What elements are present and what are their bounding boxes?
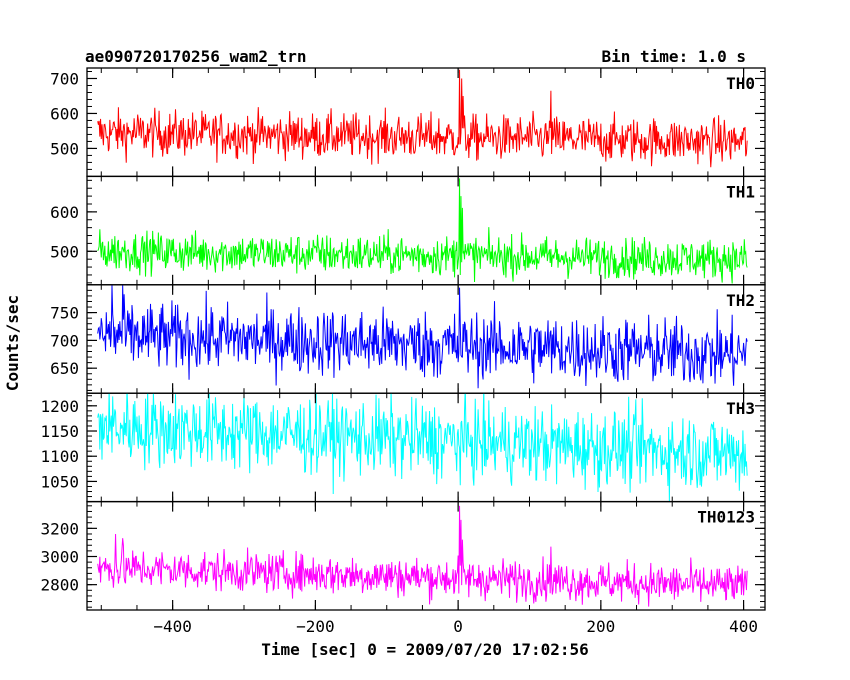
y-tick-label: 2800 (40, 576, 79, 595)
y-tick-label: 1200 (40, 397, 79, 416)
series-line-th2 (97, 284, 748, 389)
chart-title-right: Bin time: 1.0 s (602, 47, 747, 66)
panel-th0: 500 600 700 TH0 (50, 67, 766, 178)
x-tick-label: 0 (453, 617, 463, 636)
panel-label-th2: TH2 (726, 291, 755, 310)
panel-label-th0123: TH0123 (697, 508, 755, 527)
panel-frame (86, 392, 766, 503)
y-tick-label: 1050 (40, 472, 79, 491)
series-line-th0123 (97, 505, 748, 607)
x-tick-label: 200 (586, 617, 615, 636)
y-tick-label: 750 (50, 304, 79, 323)
panel-label-th0: TH0 (726, 74, 755, 93)
y-tick-label: 650 (50, 359, 79, 378)
y-tick-label: 700 (50, 69, 79, 88)
y-tick-label: 500 (50, 242, 79, 261)
y-tick-label: 3200 (40, 519, 79, 538)
chart-title-left: ae090720170256_wam2_trn (85, 47, 307, 66)
series-line-th1 (97, 178, 748, 284)
x-tick-label: −200 (296, 617, 335, 636)
panel-frame (86, 175, 766, 286)
panel-label-th3: TH3 (726, 399, 755, 418)
y-tick-label: 700 (50, 331, 79, 350)
panel-label-th1: TH1 (726, 182, 755, 201)
series-line-th0 (97, 69, 748, 168)
x-tick-label: 400 (729, 617, 758, 636)
panel-th2: 650 700 750 TH2 (50, 284, 766, 394)
y-tick-label: 1150 (40, 422, 79, 441)
y-axis-label: Counts/sec (3, 295, 22, 391)
y-tick-label: 600 (50, 104, 79, 123)
panel-th3: 1050 1100 1150 1200 TH3 (40, 392, 766, 503)
x-axis-label: Time [sec] 0 = 2009/07/20 17:02:56 (261, 640, 589, 659)
y-tick-label: 500 (50, 139, 79, 158)
panel-th0123: 2800 3000 3200 TH0123 (40, 500, 766, 611)
panel-frame (86, 500, 766, 611)
y-tick-label: 3000 (40, 548, 79, 567)
y-tick-label: 600 (50, 203, 79, 222)
panel-th1: 500 600 TH1 (50, 175, 766, 286)
series-line-th3 (97, 393, 748, 502)
panels-group: 500 600 700 TH0 500 600 TH1 650 700 750 TH2 1050 110… (40, 67, 766, 636)
x-tick-label: −400 (153, 617, 192, 636)
y-tick-label: 1100 (40, 447, 79, 466)
